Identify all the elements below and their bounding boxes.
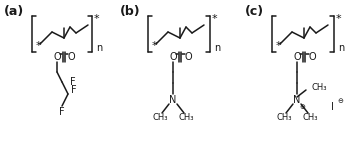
Text: (c): (c): [245, 6, 263, 19]
Text: (b): (b): [120, 6, 140, 19]
Text: ⊕: ⊕: [299, 104, 305, 110]
Text: ⊖: ⊖: [337, 98, 343, 104]
Text: CH₃: CH₃: [178, 113, 194, 122]
Text: I: I: [331, 102, 334, 112]
Text: *: *: [211, 14, 217, 24]
Text: O: O: [53, 52, 61, 62]
Text: N: N: [169, 95, 177, 105]
Text: N: N: [293, 95, 301, 105]
Text: n: n: [338, 43, 344, 53]
Text: CH₃: CH₃: [152, 113, 168, 122]
Text: (a): (a): [4, 6, 24, 19]
Text: O: O: [169, 52, 177, 62]
Text: n: n: [96, 43, 102, 53]
Text: F: F: [59, 107, 65, 117]
Text: O: O: [308, 52, 316, 62]
Text: O: O: [184, 52, 192, 62]
Text: F: F: [71, 85, 77, 95]
Text: O: O: [293, 52, 301, 62]
Text: *: *: [335, 14, 341, 24]
Text: CH₃: CH₃: [312, 82, 328, 92]
Text: CH₃: CH₃: [276, 113, 292, 122]
Text: O: O: [67, 52, 75, 62]
Text: *: *: [151, 41, 157, 51]
Text: n: n: [214, 43, 220, 53]
Text: *: *: [93, 14, 99, 24]
Text: *: *: [35, 41, 41, 51]
Text: CH₃: CH₃: [302, 113, 318, 122]
Text: F: F: [70, 77, 76, 87]
Text: *: *: [275, 41, 281, 51]
